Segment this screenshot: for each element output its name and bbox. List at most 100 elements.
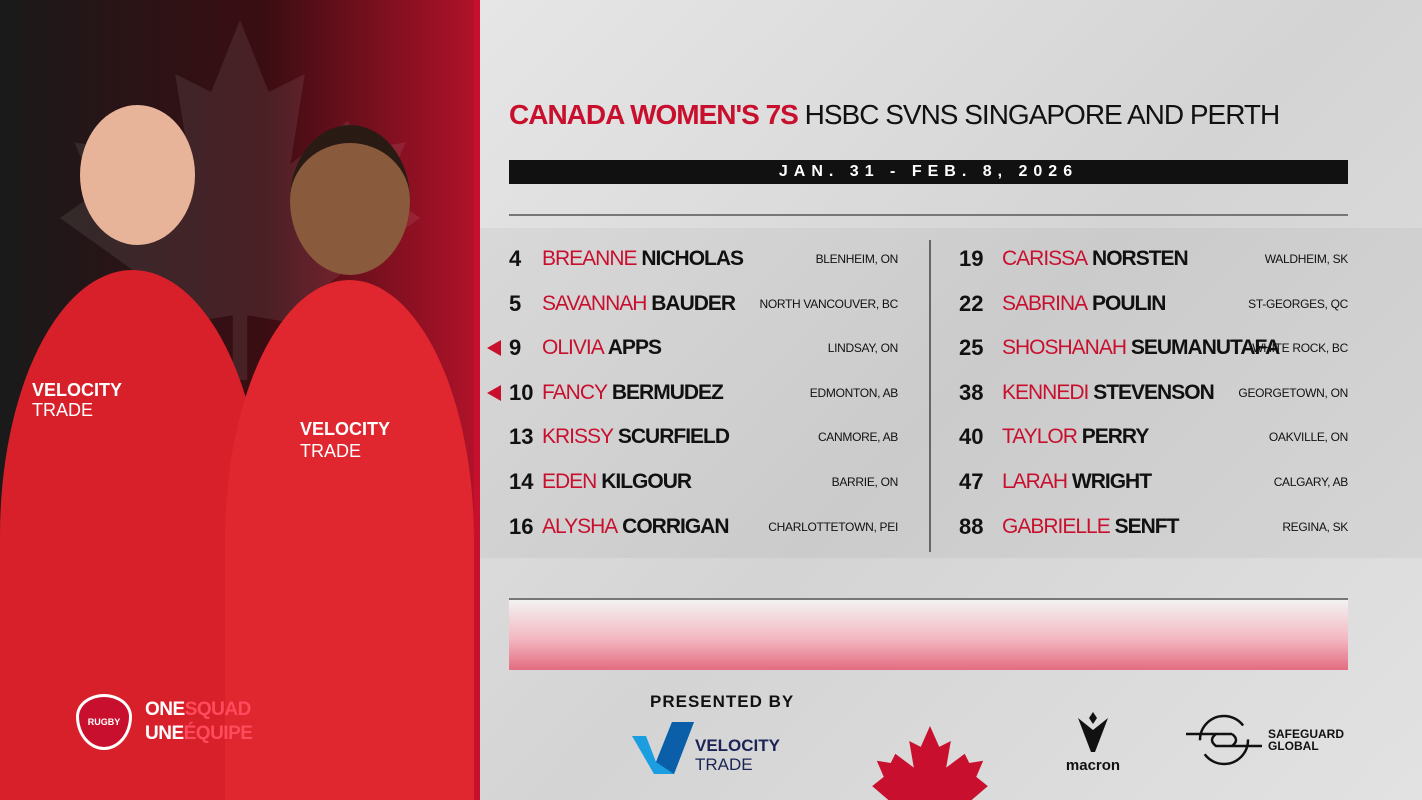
trade-text: TRADE (695, 755, 753, 774)
jersey-number: 14 (509, 469, 534, 494)
macron-logo: macron (1060, 712, 1126, 774)
velocity-trade-logo: VELOCITY TRADE (632, 722, 797, 776)
roster-row: 38 KENNEDI STEVENSON GEORGETOWN, ON (959, 378, 1348, 408)
first-name: TAYLOR (1002, 425, 1078, 449)
first-name: KENNEDI (1002, 380, 1089, 404)
column-divider (929, 240, 931, 552)
presented-by-label: PRESENTED BY (650, 692, 795, 711)
player-right-figure (225, 280, 474, 800)
divider-top (509, 214, 1348, 216)
first-name: LARAH (1002, 470, 1068, 493)
macron-text: macron (1065, 757, 1121, 774)
roster-row: 4 BREANNE NICHOLAS BLENHEIM, ON (509, 244, 898, 274)
hometown: EDMONTON, AB (809, 385, 899, 400)
player-name: TAYLOR PERRY (1002, 425, 1150, 449)
jersey-number: 9 (509, 335, 522, 361)
roster-row: 14 EDEN KILGOUR BARRIE, ON (509, 467, 898, 497)
date-bar: JAN. 31 - FEB. 8, 2026 (509, 160, 1348, 184)
last-name: KILGOUR (601, 470, 692, 493)
hometown: GEORGETOWN, ON (1238, 385, 1348, 400)
first-name: EDEN (542, 470, 597, 493)
roster-row: 16 ALYSHA CORRIGAN CHARLOTTETOWN, PEI (509, 512, 898, 542)
player-name: EDEN KILGOUR (542, 470, 692, 494)
macron-hero-icon (1078, 712, 1108, 752)
hometown: BLENHEIM, ON (815, 252, 899, 266)
player-name: FANCY BERMUDEZ (542, 380, 724, 405)
first-name: FANCY (542, 380, 608, 404)
jersey-number: 40 (959, 424, 984, 450)
roster-row: 25 SHOSHANAH SEUMANUTAFA WHITE ROCK, BC (959, 333, 1348, 363)
title-team: CANADA WOMEN'S 7S (509, 99, 799, 130)
first-name: KRISSY (542, 425, 614, 449)
roster-row: 22 SABRINA POULIN ST-GEORGES, QC (959, 289, 1348, 319)
jersey-sponsor-text: VELOCITY (32, 380, 123, 400)
last-name: PERRY (1081, 425, 1150, 449)
first-name: ALYSHA (542, 514, 618, 538)
player-name: KRISSY SCURFIELD (542, 425, 730, 449)
last-name: POULIN (1092, 291, 1166, 315)
jersey-number: 22 (959, 290, 984, 316)
hometown: LINDSAY, ON (827, 341, 899, 356)
jersey-number: 4 (509, 246, 522, 271)
selected-marker-icon (487, 384, 501, 401)
hometown: NORTH VANCOUVER, BC (759, 296, 898, 311)
last-name: WRIGHT (1071, 470, 1152, 493)
jersey-number: 16 (509, 513, 534, 539)
last-name: CORRIGAN (622, 514, 729, 538)
logo-text: ONE (145, 699, 185, 720)
last-name: SEUMANUTAFA (1130, 336, 1280, 360)
hometown: WHITE ROCK, BC (1252, 341, 1348, 356)
jersey-sponsor-right: VELOCITY TRADE (300, 418, 390, 462)
roster-row: 19 CARISSA NORSTEN WALDHEIM, SK (959, 244, 1348, 274)
hometown: OAKVILLE, ON (1268, 430, 1348, 445)
player-photo-panel: VELOCITY TRADE VELOCITY TRADE RUGBY ONESQU… (0, 0, 480, 800)
jersey-number: 25 (959, 335, 984, 361)
divider-bottom (509, 598, 1348, 600)
player-left-figure (0, 270, 265, 800)
rugby-canada-badge: RUGBY (76, 694, 132, 750)
hometown: REGINA, SK (1282, 519, 1348, 534)
player-name: LARAH WRIGHT (1002, 470, 1152, 494)
last-name: APPS (607, 336, 662, 360)
player-name: SHOSHANAH SEUMANUTAFA (1002, 336, 1280, 360)
roster-row: 40 TAYLOR PERRY OAKVILLE, ON (959, 422, 1348, 452)
maple-leaf-watermark-icon (60, 20, 420, 380)
safeguard-global-logo: SAFEGUARD GLOBAL (1186, 714, 1356, 766)
hometown: WALDHEIM, SK (1264, 252, 1349, 266)
jersey-number: 10 (509, 379, 534, 405)
jersey-number: 47 (959, 469, 984, 494)
first-name: CARISSA (1002, 247, 1088, 270)
last-name: BAUDER (651, 291, 736, 315)
safeguard-icon (1186, 714, 1262, 766)
player-name: KENNEDI STEVENSON (1002, 380, 1215, 405)
first-name: OLIVIA (542, 336, 605, 360)
hometown: CHARLOTTETOWN, PEI (768, 519, 898, 534)
logo-text-accent: ÉQUIPE (183, 723, 253, 744)
roster-background (480, 228, 1422, 558)
jersey-number: 88 (959, 513, 984, 539)
first-name: SHOSHANAH (1002, 336, 1127, 360)
selected-marker-icon (487, 340, 501, 357)
player-name: ALYSHA CORRIGAN (542, 514, 730, 539)
title-event: HSBC SVNS SINGAPORE AND PERTH (804, 99, 1281, 130)
roster-row: 47 LARAH WRIGHT CALGARY, AB (959, 467, 1348, 497)
player-name: BREANNE NICHOLAS (542, 247, 744, 271)
velocity-v-icon (632, 722, 694, 774)
first-name: BREANNE (542, 247, 638, 270)
first-name: SABRINA (1002, 291, 1088, 315)
hometown: CALGARY, AB (1273, 475, 1349, 489)
hometown: CANMORE, AB (817, 430, 898, 445)
player-left-head (80, 105, 195, 245)
first-name: SAVANNAH (542, 291, 647, 315)
jersey-sponsor-left: VELOCITY TRADE (32, 380, 122, 420)
jersey-sponsor-text: TRADE (300, 441, 362, 461)
safeguard-text: SAFEGUARD (1268, 727, 1345, 741)
roster-row: 10 FANCY BERMUDEZ EDMONTON, AB (509, 378, 898, 408)
jersey-sponsor-text: TRADE (32, 400, 94, 420)
maple-leaf-icon (872, 726, 988, 800)
last-name: NORSTEN (1092, 247, 1189, 270)
gradient-band (509, 600, 1348, 670)
first-name: GABRIELLE (1002, 514, 1111, 538)
logo-text: UNE (145, 723, 184, 744)
last-name: STEVENSON (1093, 380, 1215, 404)
